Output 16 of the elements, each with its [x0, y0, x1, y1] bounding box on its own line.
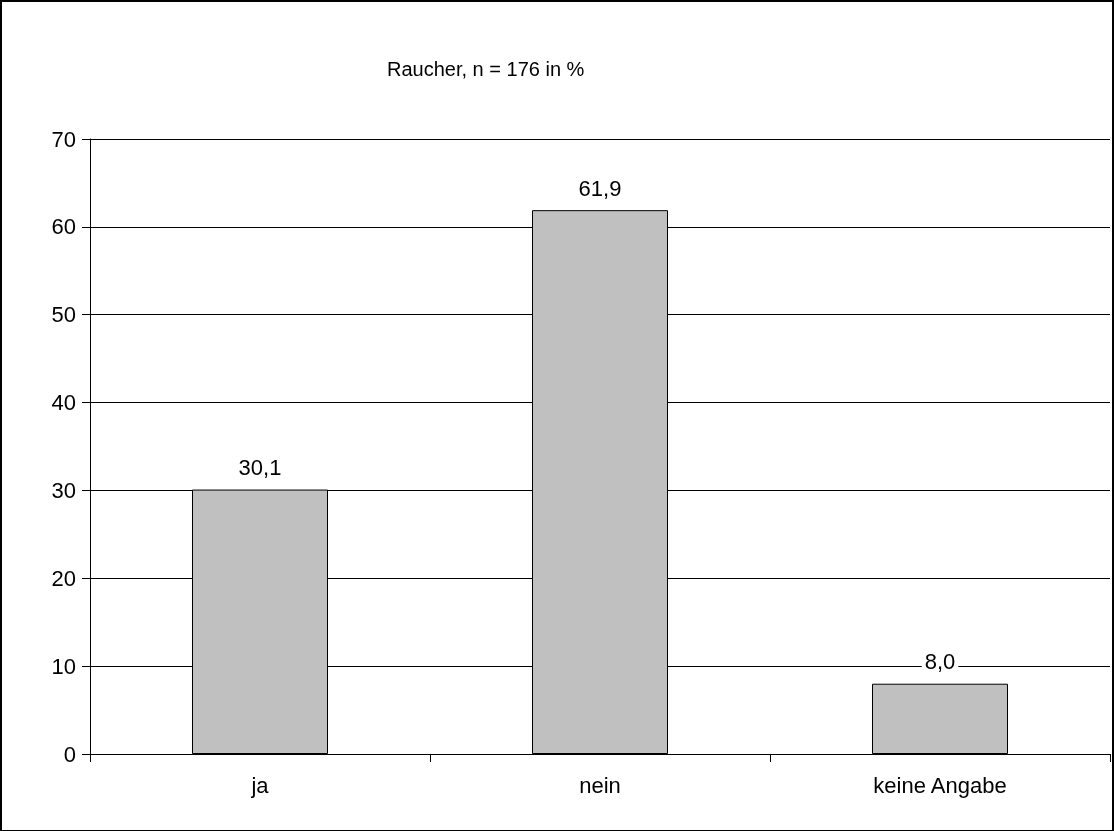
x-tick-label: ja	[250, 772, 270, 798]
data-label: 61,9	[578, 175, 622, 201]
y-tick-label: 10	[51, 653, 76, 679]
y-tick-label: 0	[63, 741, 76, 767]
x-tick-label: nein	[579, 772, 621, 798]
x-tick-label: keine Angabe	[873, 772, 1007, 798]
y-tick-label: 30	[51, 477, 76, 503]
y-tick-label: 40	[51, 390, 76, 416]
data-label: 30,1	[238, 455, 282, 481]
y-tick-label: 70	[51, 126, 76, 152]
bar	[872, 683, 1008, 754]
data-label: 8,0	[924, 649, 956, 675]
chart-title: Raucher, n = 176 in %	[387, 58, 585, 80]
y-tick-label: 60	[51, 214, 76, 240]
y-tick-label: 20	[51, 565, 76, 591]
y-tick-label: 50	[51, 302, 76, 328]
